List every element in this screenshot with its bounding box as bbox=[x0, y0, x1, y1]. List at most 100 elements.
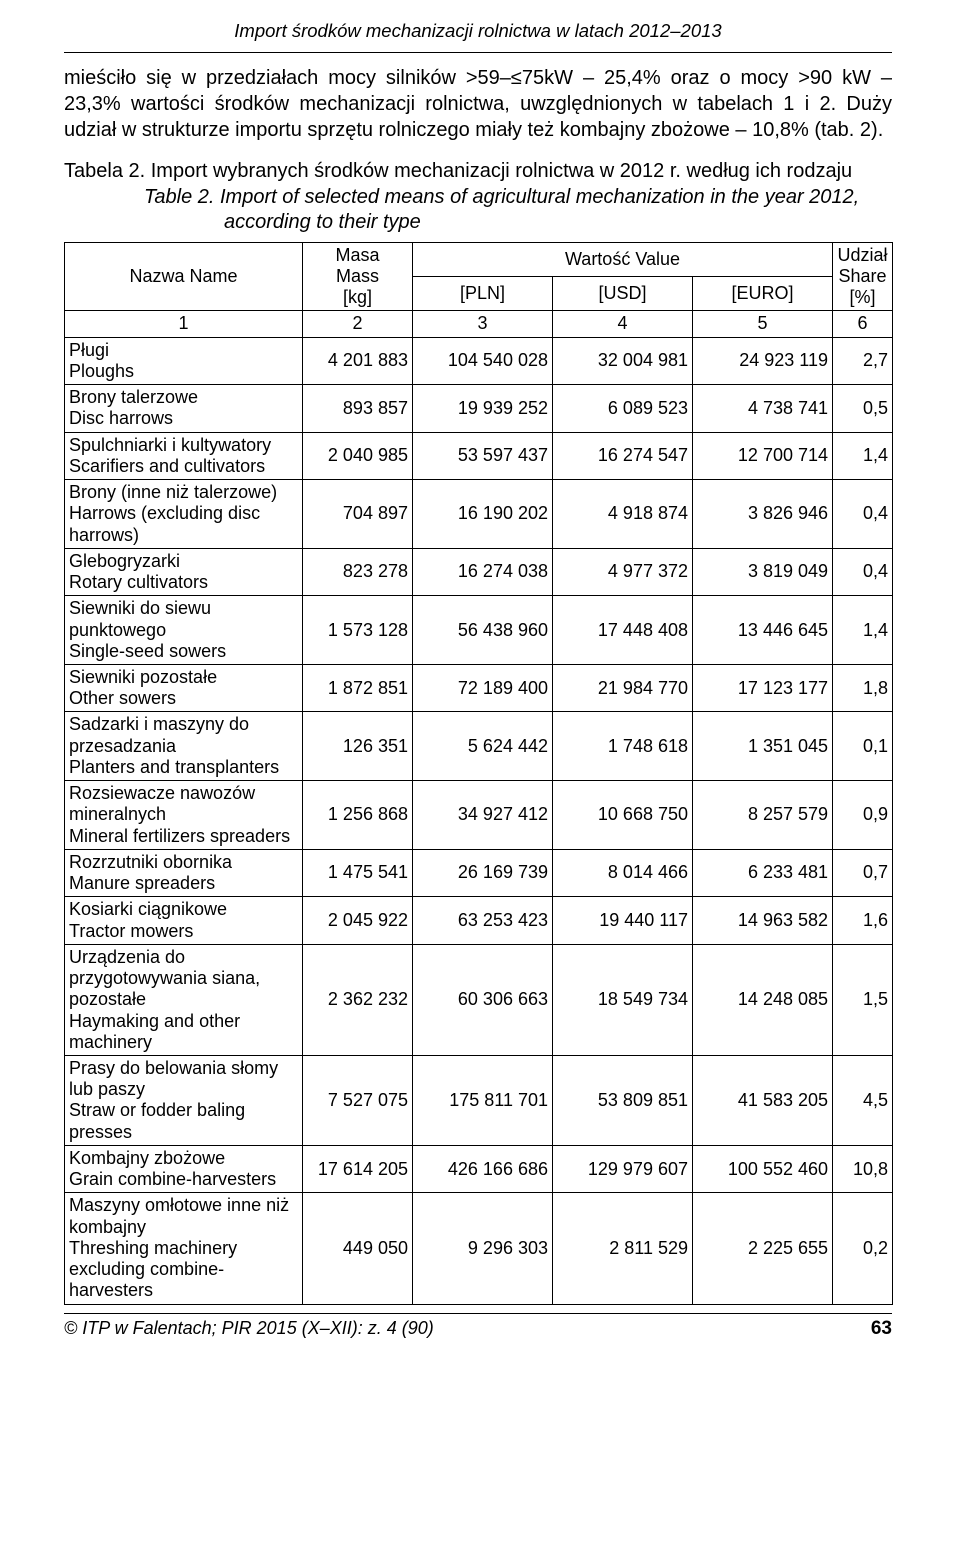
table-row: Prasy do belowania słomy lub paszy Straw… bbox=[65, 1055, 893, 1145]
cell-usd: 6 089 523 bbox=[553, 385, 693, 432]
cell-name: Glebogryzarki Rotary cultivators bbox=[65, 548, 303, 595]
cell-share: 0,4 bbox=[833, 548, 893, 595]
table-row: Kosiarki ciągnikowe Tractor mowers2 045 … bbox=[65, 897, 893, 944]
th-mass: Masa Mass [kg] bbox=[303, 242, 413, 311]
cell-usd: 4 977 372 bbox=[553, 548, 693, 595]
table-row: Kombajny zbożowe Grain combine-harvester… bbox=[65, 1145, 893, 1192]
cell-usd: 16 274 547 bbox=[553, 432, 693, 479]
cell-pln: 104 540 028 bbox=[413, 337, 553, 384]
cell-pln: 63 253 423 bbox=[413, 897, 553, 944]
page-number: 63 bbox=[871, 1318, 892, 1340]
cell-eur: 3 819 049 bbox=[693, 548, 833, 595]
cell-mass: 7 527 075 bbox=[303, 1055, 413, 1145]
table-row: Urządzenia do przygotowywania siana, poz… bbox=[65, 944, 893, 1055]
cell-usd: 18 549 734 bbox=[553, 944, 693, 1055]
cell-usd: 32 004 981 bbox=[553, 337, 693, 384]
cell-pln: 34 927 412 bbox=[413, 781, 553, 850]
cell-eur: 17 123 177 bbox=[693, 665, 833, 712]
cell-share: 4,5 bbox=[833, 1055, 893, 1145]
cell-eur: 3 826 946 bbox=[693, 480, 833, 549]
cell-eur: 1 351 045 bbox=[693, 712, 833, 781]
cell-mass: 449 050 bbox=[303, 1193, 413, 1304]
cell-mass: 1 256 868 bbox=[303, 781, 413, 850]
table-row: Siewniki pozostałe Other sowers1 872 851… bbox=[65, 665, 893, 712]
th-value: Wartość Value bbox=[413, 242, 833, 276]
cell-name: Maszyny omłotowe inne niż kombajny Thres… bbox=[65, 1193, 303, 1304]
page: Import środków mechanizacji rolnictwa w … bbox=[0, 0, 960, 1354]
table-row: Pługi Ploughs4 201 883104 540 02832 004 … bbox=[65, 337, 893, 384]
cell-name: Spulchniarki i kultywatory Scarifiers an… bbox=[65, 432, 303, 479]
caption-line-2: Table 2. Import of selected means of agr… bbox=[144, 185, 892, 236]
cell-share: 0,7 bbox=[833, 849, 893, 896]
cell-name: Kombajny zbożowe Grain combine-harvester… bbox=[65, 1145, 303, 1192]
cell-pln: 175 811 701 bbox=[413, 1055, 553, 1145]
table-row: Maszyny omłotowe inne niż kombajny Thres… bbox=[65, 1193, 893, 1304]
th-eur: [EURO] bbox=[693, 277, 833, 311]
cell-eur: 24 923 119 bbox=[693, 337, 833, 384]
cell-eur: 13 446 645 bbox=[693, 596, 833, 665]
cell-mass: 2 362 232 bbox=[303, 944, 413, 1055]
th-idx-6: 6 bbox=[833, 311, 893, 337]
cell-eur: 12 700 714 bbox=[693, 432, 833, 479]
cell-usd: 1 748 618 bbox=[553, 712, 693, 781]
table-row: Brony (inne niż talerzowe) Harrows (excl… bbox=[65, 480, 893, 549]
cell-mass: 17 614 205 bbox=[303, 1145, 413, 1192]
cell-share: 2,7 bbox=[833, 337, 893, 384]
cell-mass: 1 475 541 bbox=[303, 849, 413, 896]
body-paragraph: mieściło się w przedziałach mocy silnikó… bbox=[64, 65, 892, 143]
import-table: Nazwa Name Masa Mass [kg] Wartość Value … bbox=[64, 242, 893, 1305]
cell-share: 1,6 bbox=[833, 897, 893, 944]
table-caption: Tabela 2. Import wybranych środków mecha… bbox=[64, 159, 892, 236]
cell-mass: 823 278 bbox=[303, 548, 413, 595]
cell-share: 1,4 bbox=[833, 596, 893, 665]
cell-share: 0,5 bbox=[833, 385, 893, 432]
running-header: Import środków mechanizacji rolnictwa w … bbox=[64, 20, 892, 42]
cell-pln: 16 190 202 bbox=[413, 480, 553, 549]
cell-name: Sadzarki i maszyny do przesadzania Plant… bbox=[65, 712, 303, 781]
cell-share: 1,5 bbox=[833, 944, 893, 1055]
cell-pln: 426 166 686 bbox=[413, 1145, 553, 1192]
cell-mass: 2 040 985 bbox=[303, 432, 413, 479]
th-idx-2: 2 bbox=[303, 311, 413, 337]
cell-share: 1,4 bbox=[833, 432, 893, 479]
cell-share: 10,8 bbox=[833, 1145, 893, 1192]
header-rule bbox=[64, 52, 892, 53]
cell-usd: 21 984 770 bbox=[553, 665, 693, 712]
cell-eur: 14 963 582 bbox=[693, 897, 833, 944]
cell-eur: 4 738 741 bbox=[693, 385, 833, 432]
cell-pln: 53 597 437 bbox=[413, 432, 553, 479]
cell-mass: 4 201 883 bbox=[303, 337, 413, 384]
page-footer: © ITP w Falentach; PIR 2015 (X–XII): z. … bbox=[64, 1313, 892, 1340]
cell-mass: 1 872 851 bbox=[303, 665, 413, 712]
cell-mass: 126 351 bbox=[303, 712, 413, 781]
th-usd: [USD] bbox=[553, 277, 693, 311]
cell-name: Brony (inne niż talerzowe) Harrows (excl… bbox=[65, 480, 303, 549]
cell-usd: 4 918 874 bbox=[553, 480, 693, 549]
cell-eur: 100 552 460 bbox=[693, 1145, 833, 1192]
cell-eur: 41 583 205 bbox=[693, 1055, 833, 1145]
cell-usd: 8 014 466 bbox=[553, 849, 693, 896]
th-idx-1: 1 bbox=[65, 311, 303, 337]
cell-eur: 6 233 481 bbox=[693, 849, 833, 896]
table-row: Rozrzutniki obornika Manure spreaders1 4… bbox=[65, 849, 893, 896]
cell-mass: 2 045 922 bbox=[303, 897, 413, 944]
cell-name: Rozrzutniki obornika Manure spreaders bbox=[65, 849, 303, 896]
cell-name: Urządzenia do przygotowywania siana, poz… bbox=[65, 944, 303, 1055]
table-row: Glebogryzarki Rotary cultivators823 2781… bbox=[65, 548, 893, 595]
cell-name: Siewniki pozostałe Other sowers bbox=[65, 665, 303, 712]
table-row: Brony talerzowe Disc harrows893 85719 93… bbox=[65, 385, 893, 432]
th-name: Nazwa Name bbox=[65, 242, 303, 311]
cell-usd: 10 668 750 bbox=[553, 781, 693, 850]
cell-mass: 1 573 128 bbox=[303, 596, 413, 665]
table-row: Rozsiewacze nawozów mineralnych Mineral … bbox=[65, 781, 893, 850]
th-idx-5: 5 bbox=[693, 311, 833, 337]
table-row: Siewniki do siewu punktowego Single-seed… bbox=[65, 596, 893, 665]
cell-name: Rozsiewacze nawozów mineralnych Mineral … bbox=[65, 781, 303, 850]
cell-usd: 2 811 529 bbox=[553, 1193, 693, 1304]
caption-line-1: Tabela 2. Import wybranych środków mecha… bbox=[64, 160, 852, 182]
cell-share: 0,2 bbox=[833, 1193, 893, 1304]
cell-eur: 8 257 579 bbox=[693, 781, 833, 850]
cell-share: 0,4 bbox=[833, 480, 893, 549]
cell-name: Prasy do belowania słomy lub paszy Straw… bbox=[65, 1055, 303, 1145]
th-pln: [PLN] bbox=[413, 277, 553, 311]
